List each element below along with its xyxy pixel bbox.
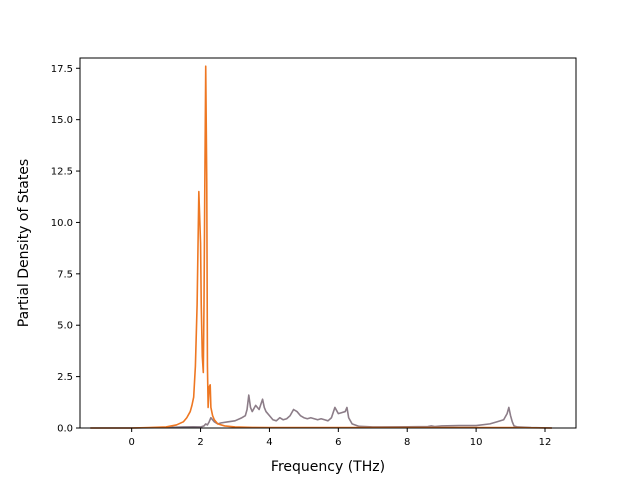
- x-axis-label: Frequency (THz): [271, 459, 385, 475]
- y-tick-label: 5.0: [57, 321, 73, 332]
- plot-frame: [79, 57, 577, 429]
- y-tick-label: 15.0: [51, 115, 73, 126]
- x-tick-label: 6: [335, 437, 341, 448]
- x-tick-label: 12: [539, 437, 552, 448]
- y-axis-ticks: 0.0 2.5 5.0 7.5 10.0 12.5 15.0 17.5: [51, 64, 80, 435]
- x-tick-label: 8: [404, 437, 410, 448]
- plot-area: [80, 58, 576, 428]
- x-tick-label: 10: [470, 437, 483, 448]
- y-tick-label: 17.5: [51, 64, 73, 75]
- y-tick-label: 7.5: [57, 269, 73, 280]
- x-tick-label: 0: [128, 437, 134, 448]
- y-tick-label: 12.5: [51, 167, 73, 178]
- y-tick-label: 2.5: [57, 372, 73, 383]
- x-tick-label: 2: [197, 437, 203, 448]
- y-tick-label: 10.0: [51, 218, 73, 229]
- y-axis-label: Partial Density of States: [16, 159, 32, 327]
- y-tick-label: 0.0: [57, 424, 73, 435]
- x-tick-label: 4: [266, 437, 272, 448]
- x-axis-ticks: 0 2 4 6 8 10 12: [128, 428, 551, 448]
